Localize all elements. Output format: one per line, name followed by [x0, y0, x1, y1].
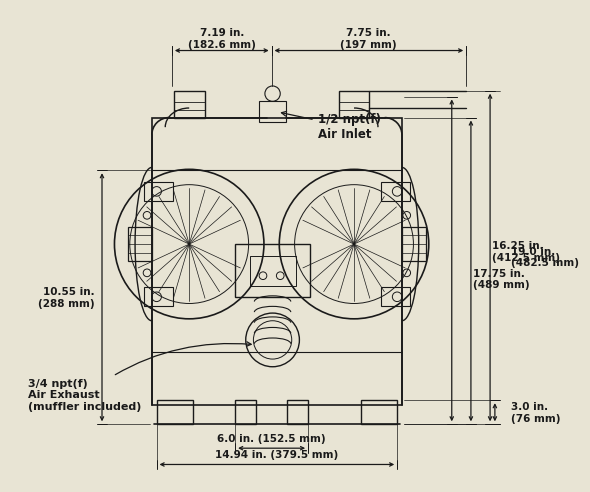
Bar [174, 91, 205, 118]
Text: 1/2 npt(f)
Air Inlet: 1/2 npt(f) Air Inlet [281, 111, 381, 141]
Text: 16.25 in.
(412.5 mm): 16.25 in. (412.5 mm) [492, 241, 560, 263]
Bar [360, 400, 397, 424]
Bar [156, 400, 193, 424]
Bar [144, 182, 173, 201]
Bar [259, 101, 286, 123]
Text: 19.0 in.
(482.5 mm): 19.0 in. (482.5 mm) [511, 246, 579, 268]
Bar [339, 91, 369, 118]
Bar [402, 227, 426, 261]
Text: 6.0 in. (152.5 mm): 6.0 in. (152.5 mm) [217, 433, 326, 444]
Text: 14.94 in. (379.5 mm): 14.94 in. (379.5 mm) [215, 450, 338, 460]
Bar [287, 400, 308, 424]
Bar [235, 400, 256, 424]
Bar [381, 182, 409, 201]
Text: 10.55 in.
(288 mm): 10.55 in. (288 mm) [38, 287, 94, 308]
Bar [144, 287, 173, 307]
Text: 3.0 in.
(76 mm): 3.0 in. (76 mm) [511, 402, 560, 424]
Text: 7.75 in.
(197 mm): 7.75 in. (197 mm) [340, 28, 396, 50]
Text: 17.75 in.
(489 mm): 17.75 in. (489 mm) [473, 269, 529, 290]
Bar [128, 227, 152, 261]
Bar [235, 244, 310, 297]
Text: 3/4 npt(f)
Air Exhaust
(muffler included): 3/4 npt(f) Air Exhaust (muffler included… [28, 342, 251, 412]
Bar [250, 255, 296, 286]
Text: 7.19 in.
(182.6 mm): 7.19 in. (182.6 mm) [188, 28, 255, 50]
Bar [381, 287, 409, 307]
Bar [152, 118, 402, 405]
